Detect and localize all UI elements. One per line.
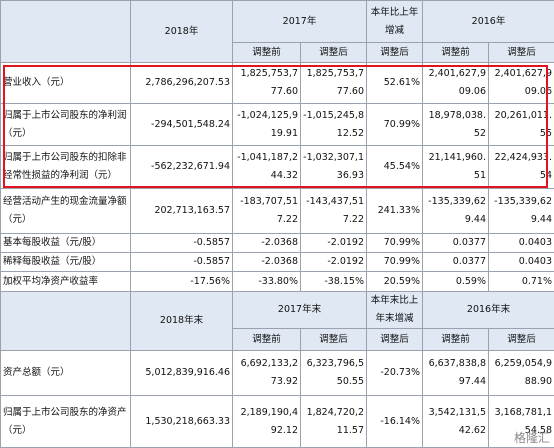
cell: -135,339,629.44 [422,188,489,234]
cell: 1,824,720,211.57 [300,395,367,448]
cell: 5,012,839,916.46 [130,350,233,396]
table-row: 资产总额（元） 5,012,839,916.46 6,692,133,273.92 6… [0,350,554,396]
cell: 2,189,190,492.12 [232,395,301,448]
cell: 0.71% [488,271,554,292]
table-row: 归属于上市公司股东的扣除非经常性损益的净利润（元） -562,232,671.94… [0,145,554,189]
cell: 调整后 [488,328,554,351]
cell: 基本每股收益（元/股） [0,233,131,253]
cell: 调整前 [422,42,489,63]
cell: -16.14% [366,395,423,448]
cell: 2018年 [130,0,233,63]
cell: 2,786,296,207.53 [130,62,233,104]
table-row: 经营活动产生的现金流量净额（元） 202,713,163.57 -183,707,5… [0,188,554,234]
cell: 202,713,163.57 [130,188,233,234]
cell: -2.0368 [232,233,301,253]
table-row: 基本每股收益（元/股） -0.5857 -2.0368 -2.0192 70.99% 0.… [0,233,554,253]
cell: 2017年 [232,0,367,43]
cell: 70.99% [366,252,423,272]
cell: 调整后 [366,328,423,351]
cell: 45.54% [366,145,423,189]
cell: 52.61% [366,62,423,104]
cell: 资产总额（元） [0,350,131,396]
cell: -135,339,629.44 [488,188,554,234]
cell: 2018年末 [130,291,233,351]
cell: -2.0192 [300,252,367,272]
cell: 调整前 [232,328,301,351]
watermark: 格隆汇 [513,431,550,445]
cell: 营业收入（元） [0,62,131,104]
cell: 6,259,054,988.90 [488,350,554,396]
cell: 21,141,960.51 [422,145,489,189]
empty-cell [0,291,131,351]
cell: 0.0377 [422,233,489,253]
cell: 经营活动产生的现金流量净额（元） [0,188,131,234]
cell: -1,041,187,244.32 [232,145,301,189]
cell: 3,542,131,542.62 [422,395,489,448]
cell: 本年末比上年末增减 [366,291,423,329]
cell: -183,707,517.22 [232,188,301,234]
cell: 归属于上市公司股东的净资产（元） [0,395,131,448]
cell: -2.0368 [232,252,301,272]
cell: 调整后 [300,328,367,351]
cell: -2.0192 [300,233,367,253]
cell: -562,232,671.94 [130,145,233,189]
cell: 0.0403 [488,233,554,253]
cell: 1,825,753,777.60 [232,62,301,104]
cell: -1,032,307,136.93 [300,145,367,189]
cell: 调整后 [300,42,367,63]
cell: 调整前 [422,328,489,351]
cell: 加权平均净资产收益率 [0,271,131,292]
cell: 调整前 [232,42,301,63]
cell: 18,978,038.52 [422,103,489,146]
cell: 归属于上市公司股东的扣除非经常性损益的净利润（元） [0,145,131,189]
cell: 20,261,011.55 [488,103,554,146]
cell: 22,424,933.54 [488,145,554,189]
cell: -20.73% [366,350,423,396]
cell: 20.59% [366,271,423,292]
cell: 调整后 [366,42,423,63]
table-row: 调整前 调整后 调整后 调整前 调整后 [1,328,554,351]
cell: 1,825,753,777.60 [300,62,367,104]
table-row: 稀释每股收益（元/股） -0.5857 -2.0368 -2.0192 70.99% 0.… [0,252,554,272]
cell: -1,015,245,812.52 [300,103,367,146]
cell: 本年比上年增减 [366,0,423,43]
cell: 6,637,838,897.44 [422,350,489,396]
cell: 2017年末 [232,291,367,329]
cell: -38.15% [300,271,367,292]
cell: -0.5857 [130,252,233,272]
cell: 0.59% [422,271,489,292]
table-row: 归属于上市公司股东的净资产（元） 1,530,218,663.33 2,189,19… [0,395,554,448]
cell: -143,437,517.22 [300,188,367,234]
table-row: 归属于上市公司股东的净利润（元） -294,501,548.24 -1,024,12… [0,103,554,146]
cell: -17.56% [130,271,233,292]
cell: 调整后 [488,42,554,63]
cell: 6,692,133,273.92 [232,350,301,396]
cell: 70.99% [366,103,423,146]
cell: 2016年 [422,0,554,43]
table-row: 营业收入（元） 2,786,296,207.53 1,825,753,777.60 1… [0,62,554,104]
empty-cell [0,0,131,63]
cell: 0.0377 [422,252,489,272]
cell: -294,501,548.24 [130,103,233,146]
cell: -33.80% [232,271,301,292]
table-row: 2018年末 2017年末 本年末比上年末增减 2016年末 [0,291,554,351]
table-row: 2018年 2017年 本年比上年增减 2016年 [0,0,554,63]
cell: 70.99% [366,233,423,253]
cell: 稀释每股收益（元/股） [0,252,131,272]
table-row: 加权平均净资产收益率 -17.56% -33.80% -38.15% 20.59% 0.5… [0,271,554,292]
cell: -0.5857 [130,233,233,253]
cell: 2,401,627,909.06 [488,62,554,104]
cell: 6,323,796,550.55 [300,350,367,396]
cell: 2016年末 [422,291,554,329]
cell: 归属于上市公司股东的净利润（元） [0,103,131,146]
cell: 1,530,218,663.33 [130,395,233,448]
cell: -1,024,125,919.91 [232,103,301,146]
cell: 2,401,627,909.06 [422,62,489,104]
cell: 241.33% [366,188,423,234]
cell: 0.0403 [488,252,554,272]
